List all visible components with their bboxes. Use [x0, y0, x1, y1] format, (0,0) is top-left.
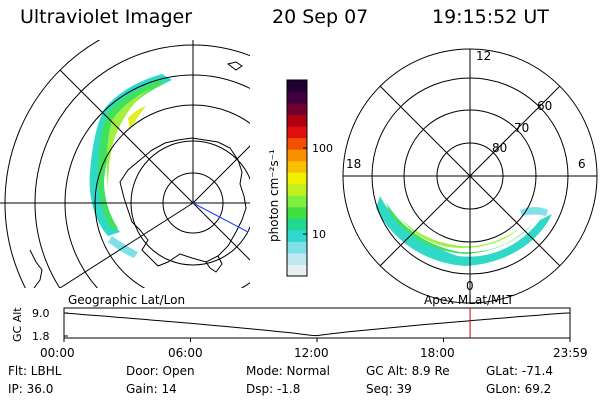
colorbar-segment [287, 183, 307, 196]
altitude-plot: Geographic Lat/Lon Apex MLat/MLT 9.0 1.8… [11, 293, 571, 343]
gc-alt-field: GC Alt: 8.9 Re [366, 364, 450, 378]
door-field: Door: Open [126, 364, 195, 378]
app-title: Ultraviolet Imager [20, 6, 193, 28]
time-tick-2359: 23:59 [553, 346, 588, 360]
time-tick-1800: 18:00 [420, 346, 455, 360]
time-label: 19:15:52 UT [432, 6, 549, 28]
gain-field: Gain: 14 [126, 382, 177, 396]
antarctica-coastline [119, 137, 247, 267]
altitude-ylabel: GC Alt [11, 307, 24, 342]
time-tick-0000: 00:00 [40, 346, 75, 360]
colorbar-segment [287, 160, 307, 173]
mode-field: Mode: Normal [246, 364, 330, 378]
colorbar-segment [287, 137, 307, 150]
colorbar-gradient [287, 80, 307, 277]
lat-label-80: 80 [492, 141, 507, 155]
colorbar-segment [287, 264, 307, 277]
colorbar-segment [287, 172, 307, 185]
ip-field: IP: 36.0 [8, 382, 54, 396]
colorbar-segment [287, 149, 307, 162]
colorbar-segment [287, 206, 307, 219]
geographic-map [0, 40, 250, 288]
sun-direction-line [192, 202, 249, 233]
lat-label-70: 70 [514, 121, 529, 135]
date-label: 20 Sep 07 [272, 6, 369, 28]
ytick-1-8: 1.8 [32, 330, 50, 343]
colorbar-segment [287, 252, 307, 265]
time-axis-ticks [63, 338, 571, 342]
colorbar-segment [287, 80, 307, 93]
ytick-9: 9.0 [32, 307, 50, 320]
geo-meridians [0, 40, 250, 288]
mag-map-label: Apex MLat/MLT [424, 293, 514, 307]
south-america-coast [29, 249, 43, 288]
time-tick-1200: 12:00 [294, 346, 329, 360]
colorbar-segment [287, 229, 307, 242]
colorbar-segment [287, 91, 307, 104]
aurora-oval-geo [89, 74, 172, 258]
mlt-label-12: 12 [476, 49, 491, 63]
altitude-curve [63, 312, 571, 337]
colorbar-segment [287, 195, 307, 208]
colorbar: 100 10 photon cm⁻²s⁻¹ [267, 79, 333, 277]
colorbar-tick-100: 100 [312, 142, 333, 155]
filter-field: Flt: LBHL [8, 364, 62, 378]
geo-map-label: Geographic Lat/Lon [68, 293, 185, 307]
island-coast [226, 61, 243, 71]
mlt-label-18: 18 [346, 157, 361, 171]
mag-meridians [343, 49, 597, 303]
colorbar-segment [287, 114, 307, 127]
colorbar-tick-10: 10 [312, 228, 326, 241]
colorbar-segment [287, 126, 307, 139]
antarctic-peninsula [205, 255, 223, 273]
dsp-field: Dsp: -1.8 [246, 382, 301, 396]
colorbar-segment [287, 241, 307, 254]
glon-field: GLon: 69.2 [486, 382, 552, 396]
time-tick-0600: 06:00 [168, 346, 203, 360]
glat-field: GLat: -71.4 [486, 364, 553, 378]
lat-label-60: 60 [537, 99, 552, 113]
colorbar-segment [287, 218, 307, 231]
mlt-label-6: 6 [578, 157, 586, 171]
seq-field: Seq: 39 [366, 382, 412, 396]
colorbar-segment [287, 103, 307, 116]
mlt-label-0: 0 [466, 279, 474, 293]
colorbar-unit-label: photon cm⁻²s⁻¹ [267, 149, 281, 242]
magnetic-polar-map: 12 0 18 6 60 70 80 [342, 48, 598, 304]
